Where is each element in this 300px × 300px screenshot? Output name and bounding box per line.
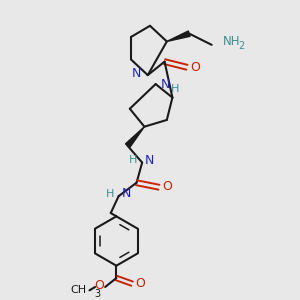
Text: N: N bbox=[144, 154, 154, 167]
Text: N: N bbox=[132, 68, 141, 80]
Polygon shape bbox=[167, 31, 190, 41]
Text: N: N bbox=[161, 78, 171, 91]
Text: H: H bbox=[129, 155, 138, 165]
Text: 2: 2 bbox=[238, 41, 245, 51]
Text: O: O bbox=[162, 180, 172, 193]
Text: O: O bbox=[94, 279, 104, 292]
Text: O: O bbox=[135, 277, 145, 290]
Text: H: H bbox=[171, 84, 180, 94]
Polygon shape bbox=[125, 127, 144, 148]
Text: N: N bbox=[122, 188, 131, 200]
Text: CH: CH bbox=[70, 285, 86, 296]
Text: H: H bbox=[106, 189, 114, 199]
Text: NH: NH bbox=[223, 35, 240, 48]
Text: O: O bbox=[190, 61, 200, 74]
Text: 3: 3 bbox=[94, 289, 100, 299]
